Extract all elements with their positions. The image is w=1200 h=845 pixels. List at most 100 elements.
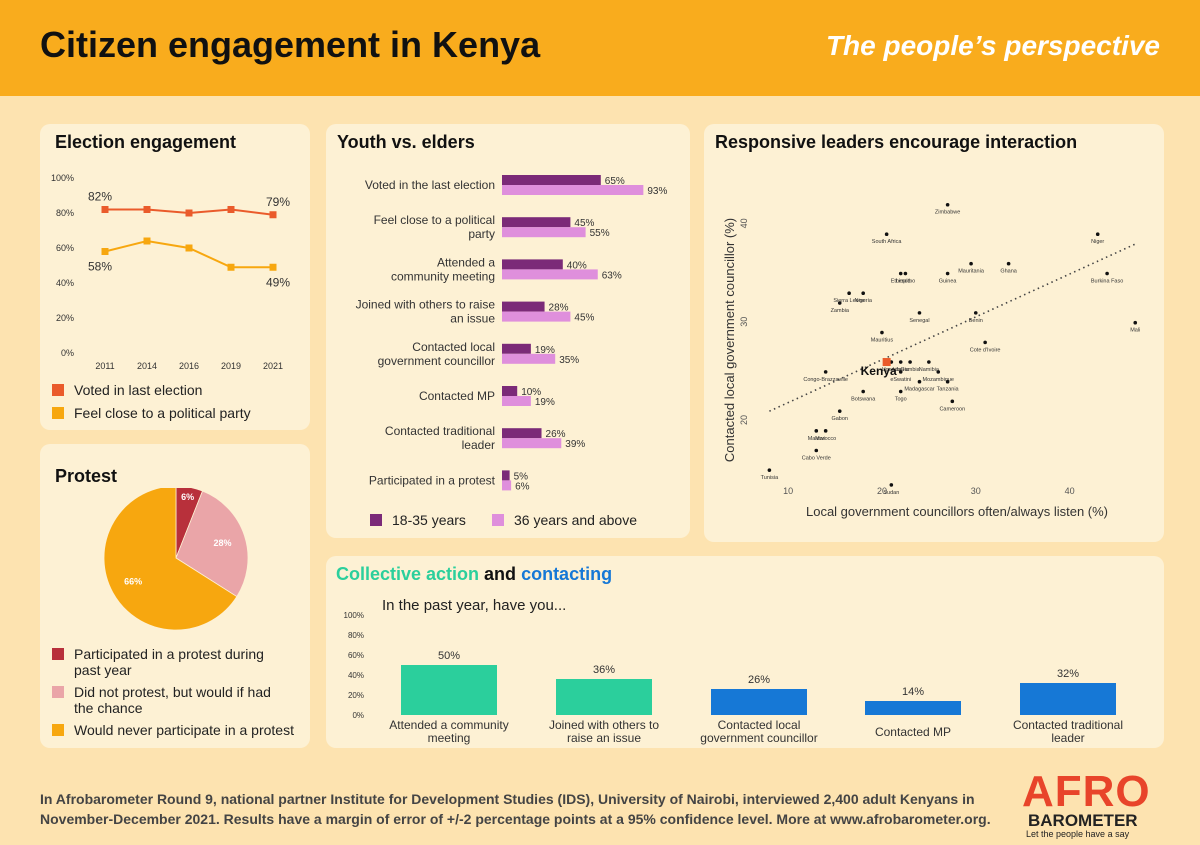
legend-label-youth: 18-35 years (392, 512, 466, 528)
bar-label-elders: 55% (590, 228, 610, 239)
point-label: Uganda (882, 367, 902, 373)
point-label: Sudan (883, 490, 899, 496)
bar-elders (502, 396, 531, 406)
point-label: Mozambique (922, 377, 954, 383)
bar-label-elders: 45% (574, 313, 594, 324)
legend-label-would-protest: Did not protest, but would if had the ch… (74, 684, 271, 716)
pie-label: 28% (214, 538, 232, 548)
responsive-leaders-card: Responsive leaders encourage interaction… (704, 124, 1164, 542)
category-label: Contacted traditional (1013, 718, 1123, 732)
category-label: meeting (428, 731, 471, 745)
y-tick-label: 40 (739, 218, 749, 228)
scatter-point (969, 261, 973, 266)
category-label: leader (462, 438, 495, 452)
scatter-point (823, 370, 828, 374)
bar-label-youth: 28% (549, 303, 569, 314)
x-tick-label: 40 (1065, 486, 1075, 496)
pie-label: 66% (124, 577, 142, 587)
bar-label-elders: 93% (647, 186, 667, 197)
logo-tagline: Let the people have a say (1026, 829, 1130, 839)
legend-swatch-party (52, 407, 64, 419)
youth-vs-elders-card: Youth vs. elders Voted in the last elect… (326, 124, 690, 538)
category-label: an issue (450, 312, 495, 326)
legend-party: Feel close to a political party (52, 405, 251, 421)
x-tick-label: 10 (783, 486, 793, 496)
bar-value-label: 26% (748, 674, 770, 686)
point-label: Tunisia (761, 475, 779, 481)
collective-title-and: and (479, 564, 522, 584)
logo-main-text: AFRO (1022, 767, 1151, 816)
x-tick-label: 20 (877, 486, 887, 496)
point-label: Cabo Verde (802, 456, 831, 462)
youth-bar-chart: Voted in the last election 65% 93% Feel clo… (356, 175, 667, 492)
legend-never-protest: Would never participate in a protest (52, 722, 302, 738)
point-label: Niger (1091, 239, 1104, 245)
bar-elders (502, 438, 562, 449)
scatter-point (814, 429, 819, 433)
point-label: Cote d'Ivoire (970, 347, 1001, 353)
scatter-point (903, 271, 908, 276)
point-label: Gabon (831, 416, 848, 422)
pie-slice (175, 490, 249, 598)
point-label: Senegal (909, 318, 929, 324)
y-tick-label: 100% (51, 173, 74, 183)
scatter-point (945, 202, 950, 207)
collective-title-part1: Collective action (336, 564, 480, 584)
election-engagement-title: Election engagement (55, 132, 237, 152)
scatter-point (837, 301, 842, 305)
bar-youth (502, 428, 542, 439)
bar-elders (502, 353, 556, 364)
collective-action-title: Collective action and contacting (336, 564, 612, 585)
bar-label-youth: 19% (535, 345, 555, 356)
election-line-chart: 100% 80% 60% 40% 20% 0% 2011 2014 2016 2019 2021 82… (51, 173, 290, 371)
collective-bar (556, 679, 652, 715)
scatter-point (945, 271, 950, 276)
bar-label-elders: 63% (602, 270, 622, 281)
point-label: Guinea (939, 279, 958, 285)
category-label: raise an issue (567, 731, 641, 745)
scatter-point (908, 360, 912, 364)
afrobarometer-logo[interactable]: AFRO BAROMETER Let the people have a say (1022, 767, 1172, 840)
scatter-point (880, 330, 884, 335)
point-label: Ethiopia (891, 279, 912, 285)
protest-title: Protest (55, 466, 118, 486)
legend-label-never-protest: Would never participate in a protest (74, 722, 294, 738)
bar-label-youth: 26% (546, 429, 566, 440)
point-label: Zimbabwe (935, 210, 960, 216)
scatter-point (884, 232, 889, 237)
category-label: community meeting (391, 269, 495, 283)
scatter-point (861, 291, 865, 296)
category-label: Contacted local (412, 340, 495, 354)
scatter-point (1105, 271, 1109, 276)
legend-voted: Voted in last election (52, 382, 202, 398)
legend-label-elders: 36 years and above (514, 512, 637, 528)
scatter-point (917, 311, 922, 315)
bar-label-youth: 40% (567, 260, 587, 271)
bar-value-label: 36% (593, 664, 615, 676)
responsive-leaders-title: Responsive leaders encourage interaction (715, 132, 1078, 152)
scatter-point (1133, 320, 1138, 325)
legend-label-protested: Participated in a protest during past ye… (74, 646, 264, 678)
bar-youth (502, 301, 545, 312)
scatter-point (983, 340, 987, 345)
point-label: Morocco (815, 436, 836, 442)
legend-swatch-elders (492, 514, 504, 526)
point-label: Gambia (900, 367, 920, 373)
data-point (101, 248, 109, 255)
scatter-point (898, 271, 903, 276)
page-title: Citizen engagement in Kenya (40, 24, 541, 65)
collective-bar (401, 665, 497, 715)
data-point (185, 244, 193, 252)
bar-label-elders: 39% (565, 439, 585, 450)
data-point (185, 209, 193, 217)
y-tick-label: 60% (348, 651, 364, 660)
category-label: Contacted MP (419, 389, 495, 403)
scatter-point (861, 389, 865, 394)
bar-elders (502, 480, 512, 491)
data-label: 79% (266, 195, 290, 209)
data-label: 82% (88, 190, 112, 204)
point-label: South Africa (872, 239, 903, 245)
legend-would-protest: Did not protest, but would if had the ch… (52, 684, 292, 716)
scatter-point (898, 389, 903, 394)
x-tick-label: 2014 (137, 361, 157, 371)
